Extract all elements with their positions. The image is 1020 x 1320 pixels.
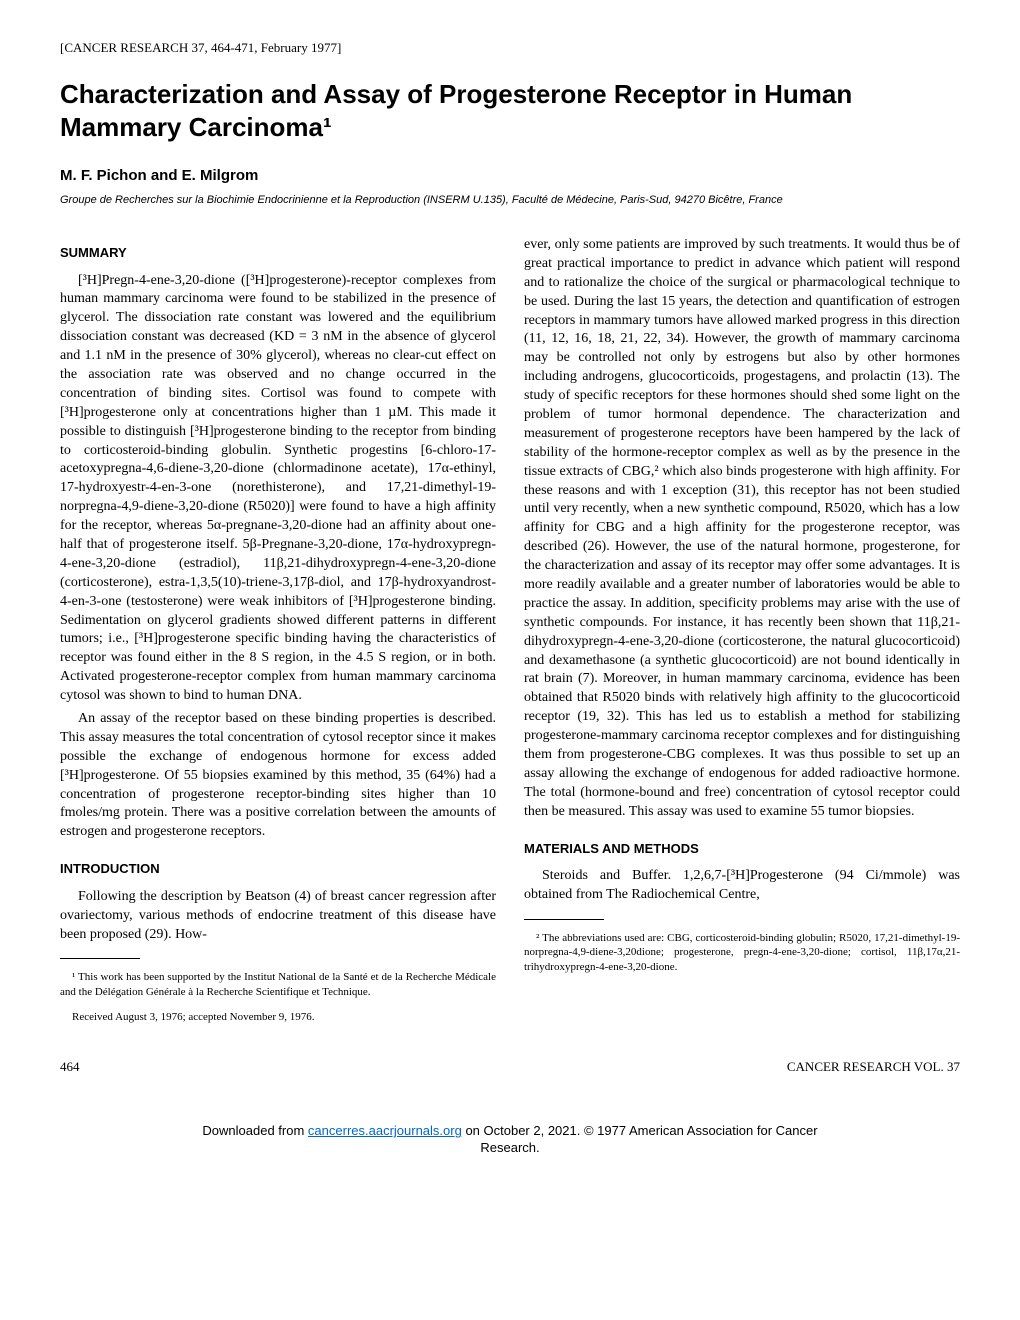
introduction-heading: INTRODUCTION [60,860,496,878]
affiliation: Groupe de Recherches sur la Biochimie En… [60,194,960,206]
footnote-divider-right [524,919,604,920]
page-container: [CANCER RESEARCH 37, 464-471, February 1… [0,0,1020,1105]
page-footer: 464 CANCER RESEARCH VOL. 37 [60,1059,960,1075]
intro-continuation: ever, only some patients are improved by… [524,236,960,822]
download-link[interactable]: cancerres.aacrjournals.org [308,1123,462,1138]
intro-paragraph-1: Following the description by Beatson (4)… [60,888,496,945]
article-title: Characterization and Assay of Progestero… [60,78,960,143]
footnote-1: ¹ This work has been supported by the In… [60,970,496,999]
header-reference: [CANCER RESEARCH 37, 464-471, February 1… [60,40,960,56]
download-prefix: Downloaded from [202,1123,308,1138]
right-column: ever, only some patients are improved by… [524,236,960,1035]
authors: M. F. Pichon and E. Milgrom [60,167,960,184]
footnote-received: Received August 3, 1976; accepted Novemb… [60,1010,496,1024]
left-column: SUMMARY [³H]Pregn-4-ene-3,20-dione ([³H]… [60,236,496,1035]
download-note: Downloaded from cancerres.aacrjournals.o… [0,1105,1020,1167]
materials-heading: MATERIALS AND METHODS [524,840,960,858]
footnote-divider-left [60,958,140,959]
summary-paragraph-2: An assay of the receptor based on these … [60,710,496,842]
journal-volume: CANCER RESEARCH VOL. 37 [787,1059,960,1075]
two-column-layout: SUMMARY [³H]Pregn-4-ene-3,20-dione ([³H]… [60,236,960,1035]
footnote-2: ² The abbreviations used are: CBG, corti… [524,931,960,974]
summary-paragraph-1: [³H]Pregn-4-ene-3,20-dione ([³H]progeste… [60,272,496,706]
materials-paragraph-1: Steroids and Buffer. 1,2,6,7-[³H]Progest… [524,867,960,905]
download-line2: Research. [480,1140,539,1155]
download-middle: on October 2, 2021. © 1977 American Asso… [462,1123,818,1138]
summary-heading: SUMMARY [60,244,496,262]
page-number: 464 [60,1059,80,1075]
